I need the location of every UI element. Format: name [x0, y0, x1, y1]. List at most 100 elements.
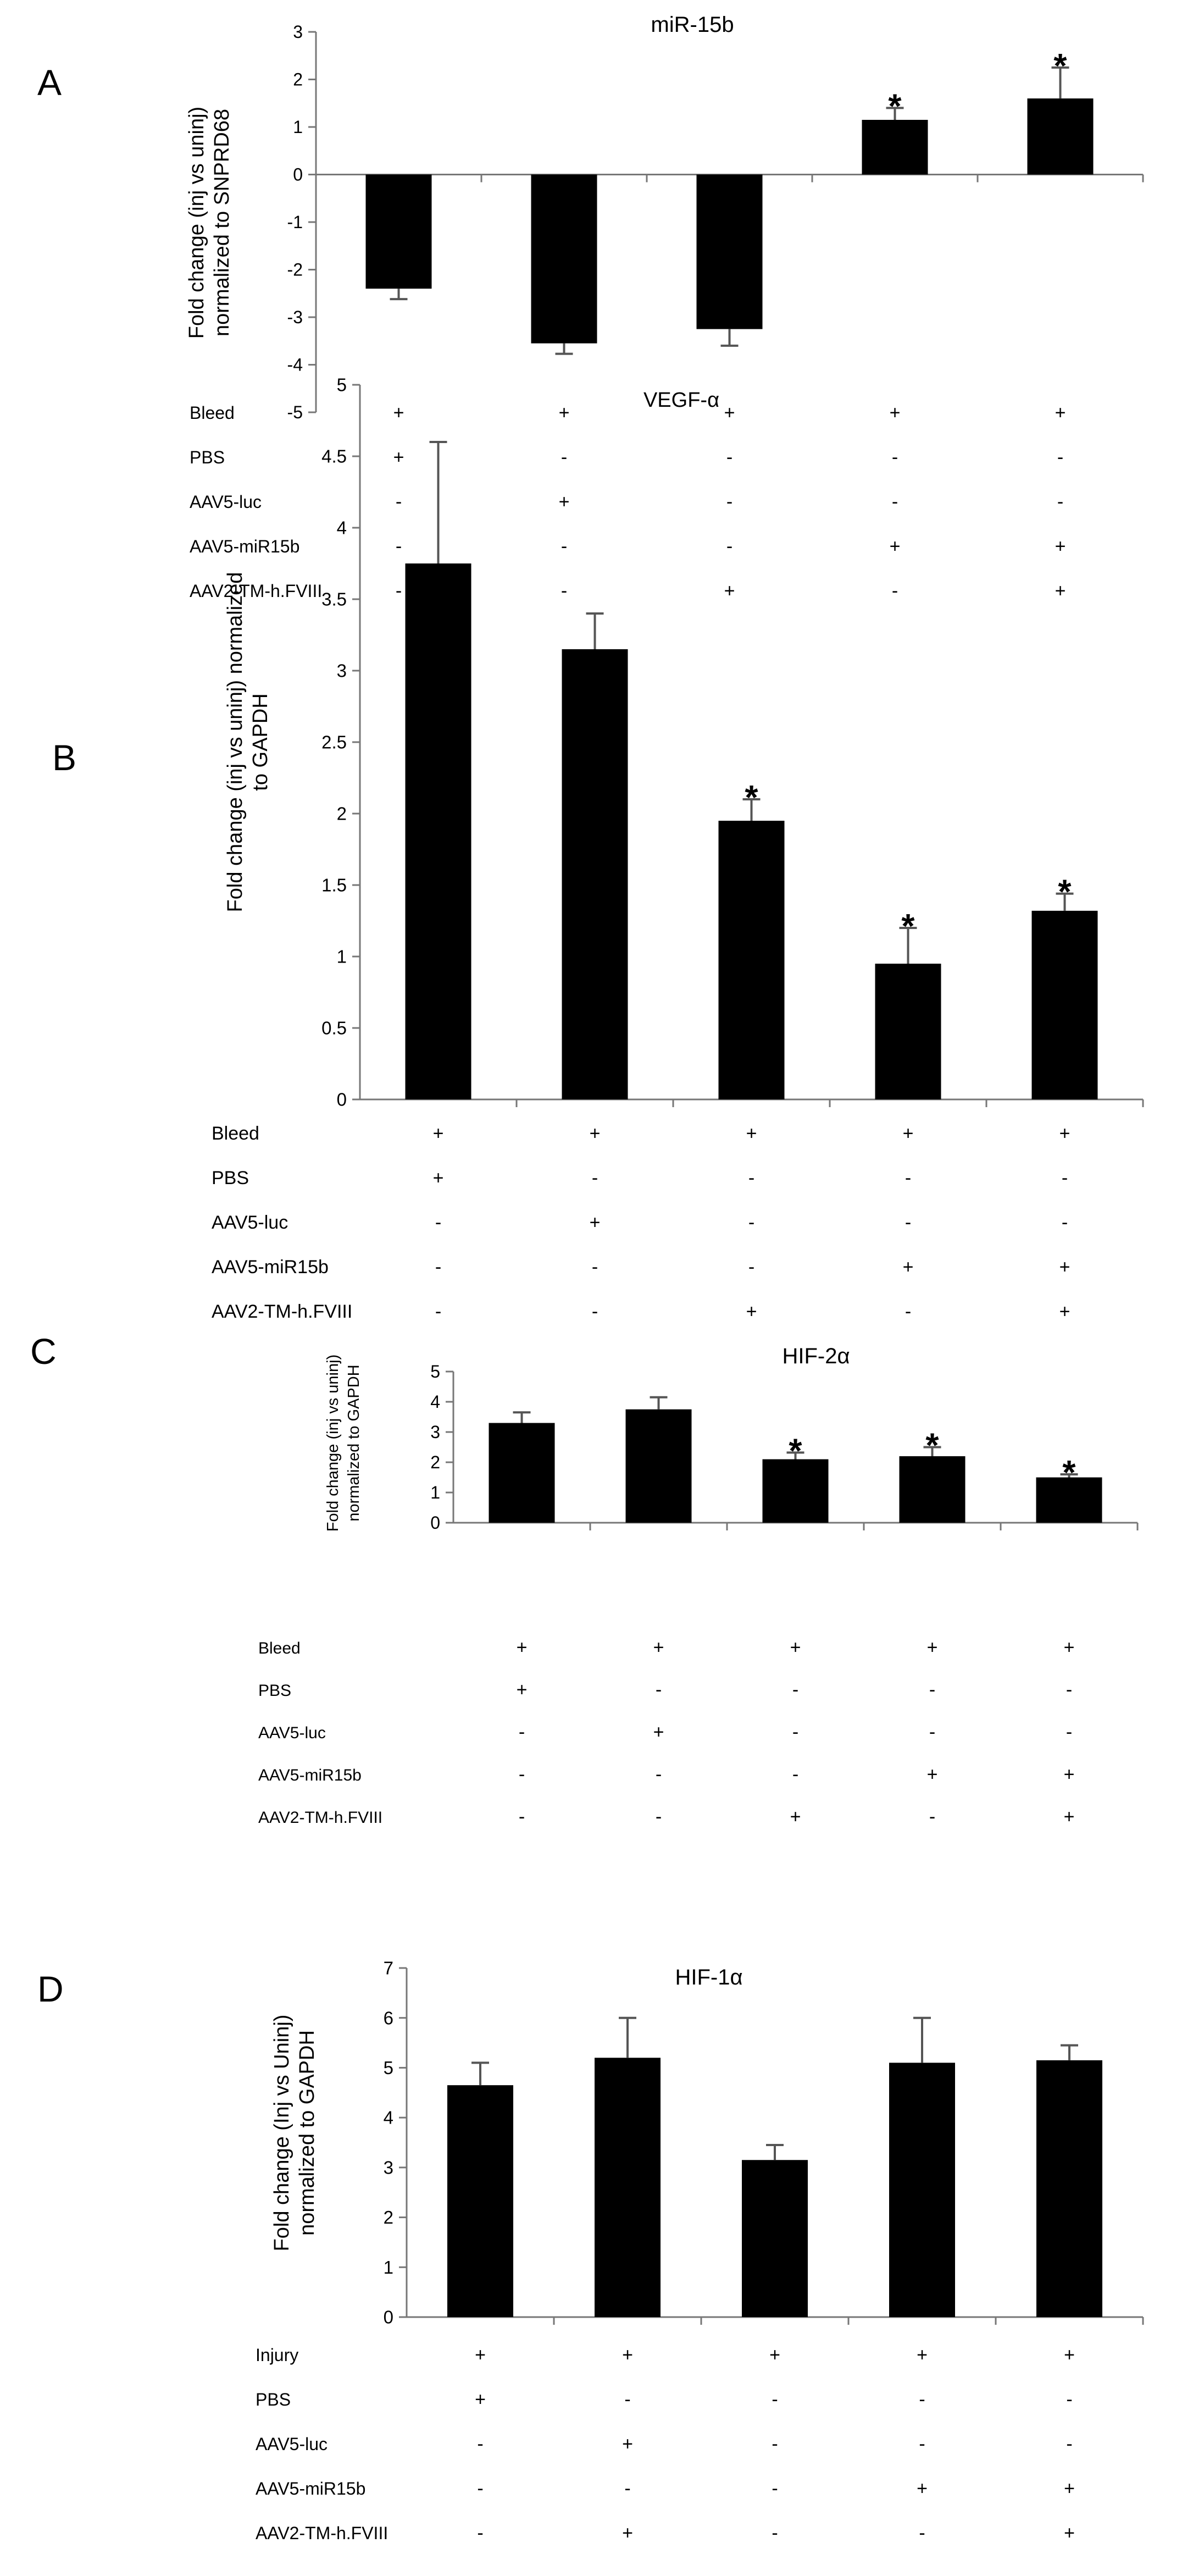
- condition-mark: -: [772, 2478, 778, 2499]
- condition-mark: +: [475, 2345, 486, 2365]
- chart-3: 0 1 2 3 4 5 6 7 HIF-1α Fold change (Inj vs Uninj)…: [256, 1958, 1144, 2544]
- condition-mark: +: [622, 2523, 633, 2544]
- condition-label: PBS: [256, 2390, 291, 2409]
- chart-title: HIF-1α: [675, 1965, 742, 1989]
- y-axis-label: Fold change (Inj vs Uninj) normalized to …: [270, 2015, 319, 2252]
- condition-mark: +: [890, 536, 901, 557]
- condition-mark: -: [592, 1168, 598, 1189]
- y-tick-label: 0: [430, 1513, 440, 1533]
- chart-title: HIF-2α: [782, 1344, 850, 1368]
- y-tick-label: -2: [287, 260, 303, 280]
- bar: [447, 2085, 513, 2317]
- y-tick-label: 2: [384, 2207, 393, 2227]
- condition-mark: -: [477, 2523, 483, 2544]
- bar: [696, 174, 763, 329]
- condition-mark: -: [435, 1257, 441, 1278]
- condition-mark: -: [892, 581, 898, 601]
- bar: [762, 1459, 829, 1523]
- condition-mark: -: [435, 1301, 441, 1322]
- condition-mark: +: [1064, 1637, 1075, 1658]
- bar: [1036, 2060, 1102, 2317]
- condition-mark: +: [653, 1637, 664, 1658]
- condition-label: AAV5-luc: [256, 2434, 328, 2454]
- condition-label: AAV5-miR15b: [190, 537, 299, 556]
- condition-mark: +: [724, 581, 735, 601]
- y-axis-label-line: Fold change (inj vs uninj): [185, 107, 208, 339]
- y-axis-label: Fold change (inj vs uninj) normalized to …: [224, 572, 272, 913]
- condition-mark: +: [1055, 536, 1066, 557]
- condition-mark: -: [929, 1679, 935, 1700]
- condition-mark: -: [726, 491, 733, 512]
- bar: [562, 649, 628, 1099]
- y-tick-label: 0: [293, 165, 303, 185]
- condition-mark: -: [905, 1168, 911, 1189]
- condition-mark: +: [724, 402, 735, 423]
- condition-label: PBS: [190, 447, 225, 467]
- condition-mark: +: [393, 402, 404, 423]
- significance-star: *: [1062, 1454, 1076, 1492]
- y-axis-label-line: to GAPDH: [249, 693, 272, 791]
- condition-mark: +: [475, 2389, 486, 2410]
- y-axis-label-line: Fold change (inj vs uninj) normalized: [224, 572, 247, 913]
- condition-mark: +: [903, 1123, 914, 1144]
- condition-label: PBS: [258, 1682, 291, 1700]
- bar: [489, 1423, 555, 1523]
- significance-star: *: [901, 908, 915, 946]
- condition-mark: +: [590, 1212, 601, 1233]
- condition-mark: -: [477, 2434, 483, 2455]
- condition-mark: +: [746, 1301, 757, 1322]
- condition-mark: -: [748, 1257, 754, 1278]
- condition-label: AAV2-TM-h.FVIII: [256, 2523, 388, 2543]
- y-tick-label: 1: [430, 1483, 440, 1502]
- condition-mark: +: [927, 1637, 938, 1658]
- condition-mark: -: [519, 1722, 525, 1743]
- condition-mark: -: [396, 581, 402, 601]
- y-tick-label: 1.5: [321, 875, 347, 895]
- y-tick-label: 1: [337, 947, 347, 967]
- y-tick-label: 5: [384, 2058, 393, 2078]
- condition-mark: -: [1066, 1722, 1072, 1743]
- condition-mark: -: [1066, 2389, 1072, 2410]
- chart-1: 0 0.5 1 1.5 2 2.5 3 3.5 4 4.5 5 VEGF-α Fold change (…: [212, 375, 1144, 1322]
- condition-mark: +: [1064, 1764, 1075, 1785]
- condition-mark: -: [726, 536, 733, 557]
- condition-mark: +: [559, 402, 570, 423]
- bar: [742, 2160, 808, 2317]
- condition-mark: -: [892, 447, 898, 468]
- condition-label: AAV2-TM-h.FVIII: [212, 1301, 352, 1322]
- condition-mark: +: [917, 2345, 928, 2365]
- condition-label: Injury: [256, 2345, 298, 2365]
- condition-mark: -: [929, 1722, 935, 1743]
- condition-mark: -: [905, 1301, 911, 1322]
- chart-title: miR-15b: [651, 13, 734, 37]
- condition-mark: -: [435, 1212, 441, 1233]
- condition-mark: +: [1064, 2478, 1075, 2499]
- panel-letter-b: B: [52, 737, 77, 778]
- y-tick-label: 7: [384, 1958, 393, 1978]
- y-tick-label: -5: [287, 402, 303, 422]
- condition-mark: -: [477, 2478, 483, 2499]
- y-tick-label: -4: [287, 355, 303, 375]
- y-tick-label: 3: [337, 661, 347, 681]
- condition-mark: +: [433, 1168, 444, 1189]
- y-tick-label: 3: [293, 22, 303, 42]
- y-axis-label: Fold change (inj vs uninj) normalized to …: [324, 1355, 363, 1532]
- condition-label: AAV5-luc: [258, 1724, 326, 1742]
- condition-mark: +: [1059, 1301, 1070, 1322]
- condition-mark: -: [726, 447, 733, 468]
- condition-mark: -: [792, 1679, 798, 1700]
- condition-label: AAV5-miR15b: [258, 1766, 362, 1784]
- condition-mark: +: [559, 491, 570, 512]
- condition-mark: +: [790, 1806, 801, 1827]
- bar: [889, 2063, 955, 2317]
- condition-mark: -: [1062, 1212, 1068, 1233]
- y-tick-label: 1: [293, 117, 303, 137]
- condition-label: AAV2-TM-h.FVIII: [190, 581, 322, 601]
- condition-mark: +: [653, 1722, 664, 1743]
- condition-mark: +: [890, 402, 901, 423]
- bar: [531, 174, 597, 344]
- condition-mark: -: [519, 1764, 525, 1785]
- condition-mark: -: [748, 1212, 754, 1233]
